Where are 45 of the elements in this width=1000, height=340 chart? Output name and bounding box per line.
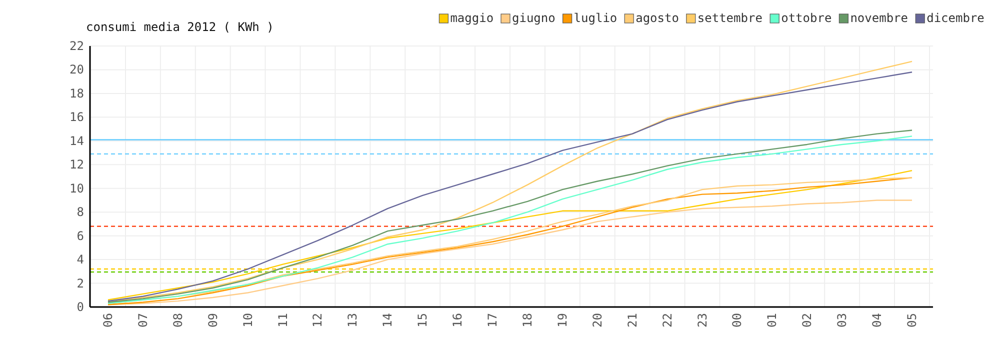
y-tick-label: 8 — [76, 205, 84, 220]
x-tick-label: 21 — [625, 313, 640, 328]
legend-label: maggio — [450, 11, 494, 25]
y-tick-label: 20 — [70, 62, 84, 77]
legend-label: agosto — [636, 11, 679, 25]
x-tick-label: 05 — [905, 313, 919, 328]
legend-label: luglio — [574, 11, 618, 25]
x-tick-label: 23 — [695, 313, 710, 328]
x-tick-label: 22 — [660, 313, 674, 328]
x-tick-label: 06 — [101, 313, 115, 328]
x-tick-label: 02 — [800, 313, 814, 328]
x-tick-label: 12 — [310, 313, 325, 328]
x-tick-label: 13 — [346, 313, 360, 328]
x-tick-label: 17 — [486, 313, 500, 328]
legend-label: novembre — [850, 11, 908, 25]
x-tick-label: 19 — [555, 313, 570, 328]
x-tick-label: 09 — [206, 313, 220, 328]
x-tick-label: 00 — [730, 313, 744, 328]
y-tick-label: 10 — [70, 181, 84, 196]
y-tick-label: 0 — [76, 300, 84, 314]
y-tick-label: 18 — [70, 86, 84, 100]
y-tick-label: 2 — [76, 276, 84, 290]
legend-label: dicembre — [926, 11, 984, 25]
chart-title: consumi media 2012 ( KWh ) — [86, 20, 274, 34]
y-tick-label: 14 — [70, 134, 84, 148]
y-tick-label: 12 — [70, 158, 84, 172]
legend-label: giugno — [512, 11, 556, 25]
x-tick-label: 04 — [870, 313, 884, 328]
y-tick-label: 16 — [70, 110, 84, 124]
x-tick-label: 11 — [276, 313, 290, 328]
x-tick-label: 14 — [380, 313, 395, 328]
x-tick-label: 20 — [590, 313, 604, 328]
x-tick-label: 16 — [450, 313, 465, 328]
y-tick-label: 4 — [76, 252, 84, 267]
x-tick-label: 08 — [170, 313, 185, 328]
x-tick-label: 07 — [136, 313, 150, 328]
legend-label: settembre — [697, 11, 762, 25]
x-tick-label: 03 — [835, 313, 850, 328]
y-tick-label: 22 — [70, 39, 84, 53]
x-tick-label: 10 — [240, 313, 255, 328]
x-tick-label: 18 — [520, 313, 534, 328]
y-tick-label: 6 — [76, 228, 84, 243]
legend-label: ottobre — [781, 11, 832, 25]
x-tick-label: 01 — [765, 313, 780, 328]
x-tick-label: 15 — [416, 313, 430, 328]
